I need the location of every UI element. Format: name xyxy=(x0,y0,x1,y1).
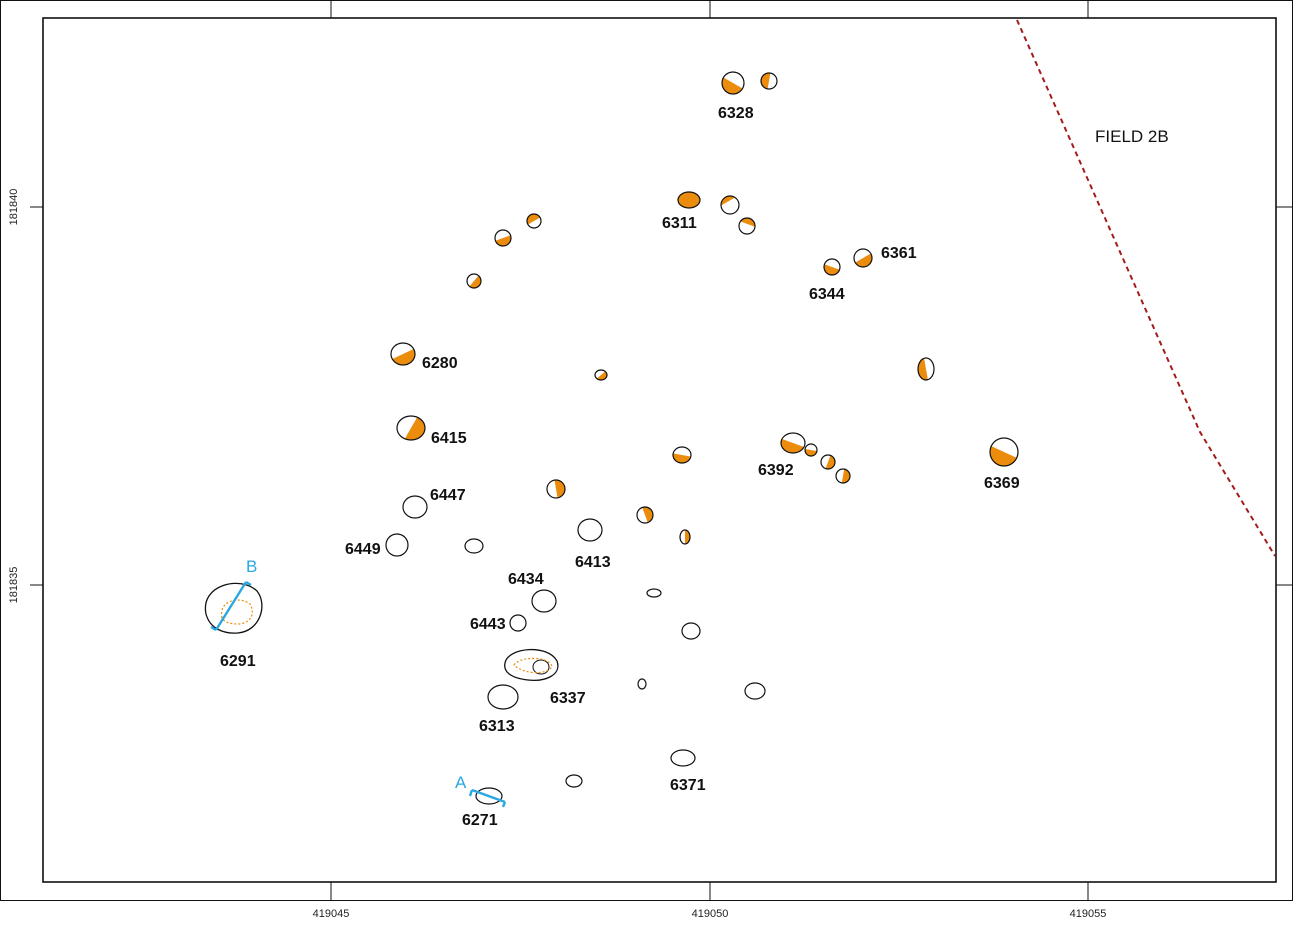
section-line-b xyxy=(210,580,252,632)
feature-label-6337: 6337 xyxy=(550,690,586,707)
feature-label-6434: 6434 xyxy=(508,571,544,588)
feature-label-6328: 6328 xyxy=(718,105,754,122)
feature-mid-10 xyxy=(565,774,583,788)
feature-6371 xyxy=(670,749,696,767)
x-coord-2: 419050 xyxy=(692,908,729,920)
feature-6361 xyxy=(853,248,873,268)
feature-6447 xyxy=(402,495,428,519)
feature-small-1 xyxy=(594,369,608,381)
field-boundary-line xyxy=(1016,19,1276,557)
map-frame xyxy=(0,0,1293,901)
feature-label-6344: 6344 xyxy=(809,286,845,303)
feature-nw-cluster xyxy=(466,213,542,289)
feature-label-6447: 6447 xyxy=(430,487,466,504)
feature-label-6313: 6313 xyxy=(479,718,515,735)
feature-6291 xyxy=(204,582,263,634)
feature-label-6443: 6443 xyxy=(470,616,506,633)
y-coord-2: 181835 xyxy=(8,567,20,604)
feature-6337 xyxy=(504,648,559,681)
feature-label-6415: 6415 xyxy=(431,430,467,447)
field-label: FIELD 2B xyxy=(1095,127,1169,146)
feature-6413 xyxy=(577,518,603,542)
feature-label-6449: 6449 xyxy=(345,541,381,558)
feature-label-6371: 6371 xyxy=(670,777,706,794)
feature-6443 xyxy=(509,614,527,632)
feature-mid-9 xyxy=(744,682,766,700)
feature-6369 xyxy=(989,437,1019,467)
feature-6280 xyxy=(390,342,416,366)
feature-label-6271: 6271 xyxy=(462,812,498,829)
feature-mid-4 xyxy=(679,529,691,545)
feature-6434 xyxy=(531,589,557,613)
feature-mid-5 xyxy=(464,538,484,554)
section-label-b: B xyxy=(246,557,257,576)
feature-6271 xyxy=(475,787,503,805)
x-coord-1: 419045 xyxy=(313,908,350,920)
feature-label-6280: 6280 xyxy=(422,355,458,372)
feature-label-6311: 6311 xyxy=(662,215,697,232)
feature-label-6361: 6361 xyxy=(881,245,917,262)
section-line-a xyxy=(468,788,507,808)
feature-6449 xyxy=(385,533,409,557)
feature-6415 xyxy=(396,415,426,441)
feature-ne-1 xyxy=(917,357,935,381)
feature-label-6291: 6291 xyxy=(220,653,256,670)
x-coord-3: 419055 xyxy=(1070,908,1107,920)
feature-label-6413: 6413 xyxy=(575,554,611,571)
section-label-a: A xyxy=(455,773,467,792)
feature-mid-7 xyxy=(681,622,701,640)
feature-6344 xyxy=(823,258,841,276)
feature-mid-3 xyxy=(636,506,654,524)
feature-mid-8 xyxy=(637,678,647,690)
feature-label-6392: 6392 xyxy=(758,462,794,479)
feature-label-6369: 6369 xyxy=(984,475,1020,492)
feature-6313 xyxy=(487,684,519,710)
feature-mid-6 xyxy=(646,588,662,598)
y-coord-1: 181840 xyxy=(8,189,20,226)
